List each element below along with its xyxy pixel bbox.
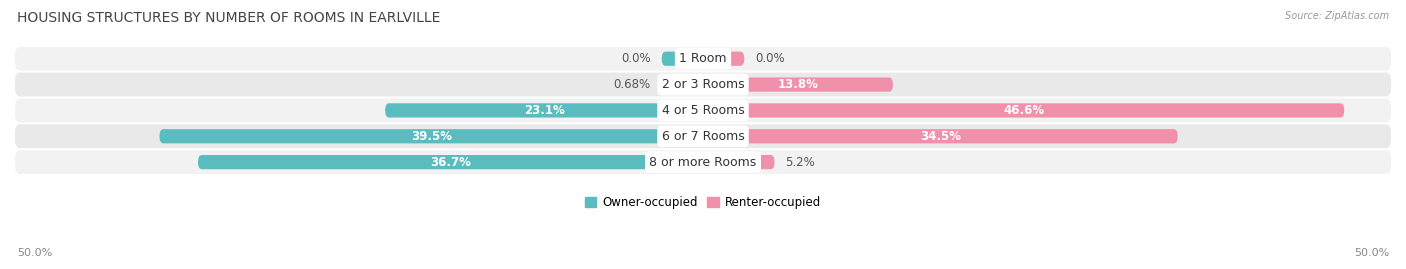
Text: 50.0%: 50.0% — [17, 248, 52, 258]
FancyBboxPatch shape — [703, 103, 1344, 118]
FancyBboxPatch shape — [15, 98, 1391, 122]
FancyBboxPatch shape — [159, 129, 703, 143]
Text: 2 or 3 Rooms: 2 or 3 Rooms — [662, 78, 744, 91]
FancyBboxPatch shape — [15, 150, 1391, 174]
Text: 13.8%: 13.8% — [778, 78, 818, 91]
Text: 0.68%: 0.68% — [613, 78, 651, 91]
Text: 34.5%: 34.5% — [920, 130, 960, 143]
Text: 0.0%: 0.0% — [621, 52, 651, 65]
Legend: Owner-occupied, Renter-occupied: Owner-occupied, Renter-occupied — [579, 192, 827, 214]
FancyBboxPatch shape — [15, 47, 1391, 70]
Text: 8 or more Rooms: 8 or more Rooms — [650, 156, 756, 169]
Text: 0.0%: 0.0% — [755, 52, 785, 65]
FancyBboxPatch shape — [703, 155, 775, 169]
Text: 36.7%: 36.7% — [430, 156, 471, 169]
FancyBboxPatch shape — [703, 52, 744, 66]
Text: Source: ZipAtlas.com: Source: ZipAtlas.com — [1285, 11, 1389, 21]
Text: 39.5%: 39.5% — [411, 130, 451, 143]
Text: 5.2%: 5.2% — [786, 156, 815, 169]
Text: 23.1%: 23.1% — [523, 104, 564, 117]
Text: 46.6%: 46.6% — [1002, 104, 1045, 117]
FancyBboxPatch shape — [703, 77, 893, 92]
FancyBboxPatch shape — [385, 103, 703, 118]
FancyBboxPatch shape — [198, 155, 703, 169]
Text: HOUSING STRUCTURES BY NUMBER OF ROOMS IN EARLVILLE: HOUSING STRUCTURES BY NUMBER OF ROOMS IN… — [17, 11, 440, 25]
FancyBboxPatch shape — [662, 52, 703, 66]
FancyBboxPatch shape — [15, 73, 1391, 97]
Text: 50.0%: 50.0% — [1354, 248, 1389, 258]
FancyBboxPatch shape — [703, 129, 1178, 143]
FancyBboxPatch shape — [15, 124, 1391, 148]
Text: 4 or 5 Rooms: 4 or 5 Rooms — [662, 104, 744, 117]
Text: 1 Room: 1 Room — [679, 52, 727, 65]
Text: 6 or 7 Rooms: 6 or 7 Rooms — [662, 130, 744, 143]
FancyBboxPatch shape — [662, 77, 703, 92]
